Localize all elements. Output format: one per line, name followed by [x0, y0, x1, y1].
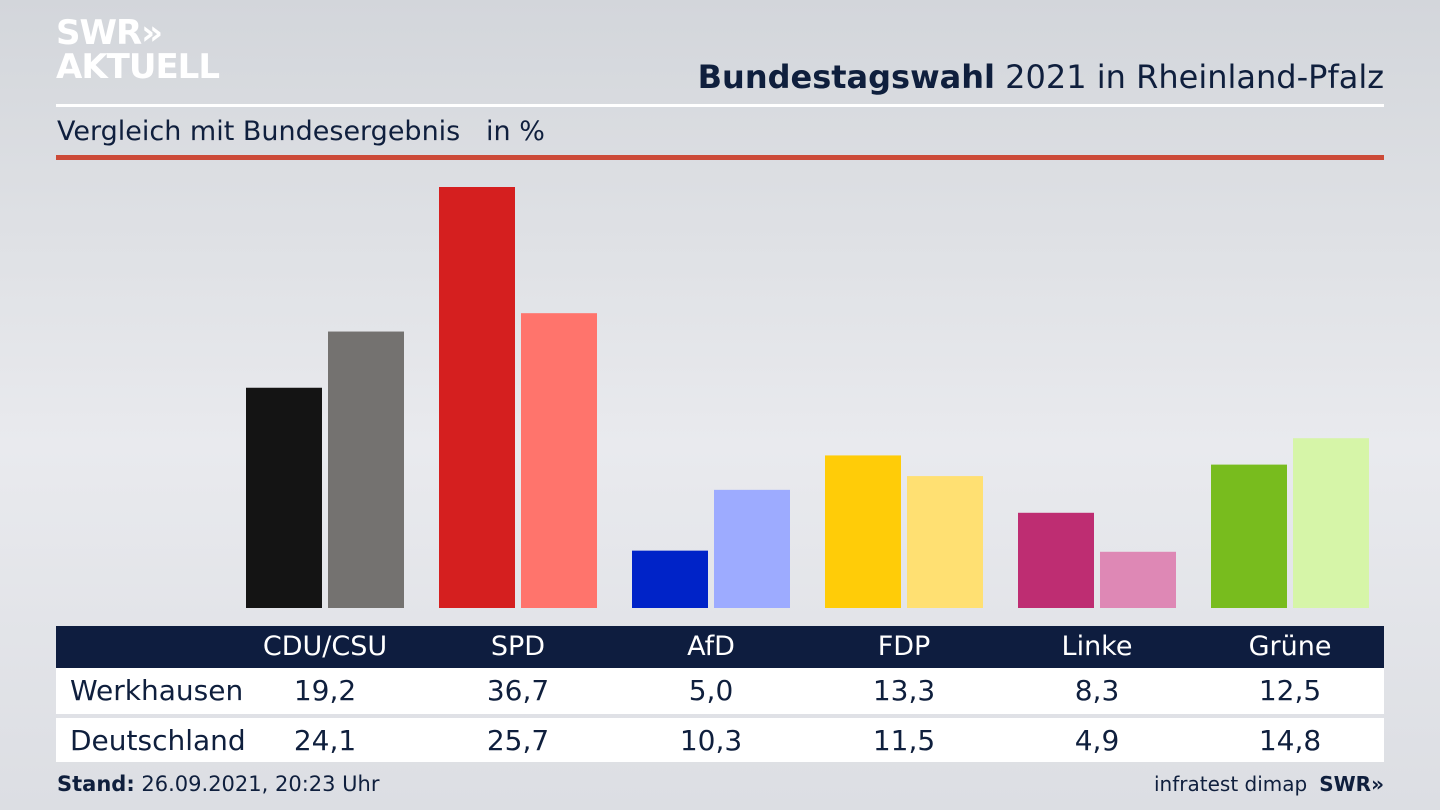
value-cell: 8,3	[1074, 674, 1120, 707]
bar-deutschland-fdp	[907, 476, 983, 608]
row-label: Werkhausen	[70, 674, 244, 707]
value-cell: 13,3	[872, 674, 936, 707]
bar-werkhausen-afd	[632, 550, 708, 608]
source-text: infratest dimap	[1154, 772, 1308, 796]
value-cell: 12,5	[1258, 674, 1322, 707]
column-header: SPD	[490, 631, 546, 662]
value-cell: 25,7	[486, 724, 550, 757]
title-rest: 2021 in Rheinland-Pfalz	[995, 58, 1384, 96]
bar-werkhausen-gr-ne	[1211, 464, 1287, 608]
bar-deutschland-linke	[1100, 551, 1176, 608]
value-cell: 11,5	[872, 724, 936, 757]
source-credit: infratest dimap SWR»	[1154, 772, 1384, 796]
table-header: CDU/CSU SPD AfD FDP Linke Grüne	[56, 626, 1384, 668]
chart-subtitle: Vergleich mit Bundesergebnis in %	[57, 116, 545, 147]
row-label: Deutschland	[70, 724, 246, 757]
bar-werkhausen-cdu-csu	[246, 387, 322, 608]
value-cell: 5,0	[688, 674, 734, 707]
logo-line-2: AKTUELL	[56, 47, 220, 87]
value-cell: 19,2	[293, 674, 357, 707]
accent-divider	[56, 155, 1384, 160]
results-table: CDU/CSU SPD AfD FDP Linke Grüne Werkhausen 19,…	[56, 626, 1384, 762]
value-cell: 10,3	[679, 724, 743, 757]
stand-value: 26.09.2021, 20:23 Uhr	[134, 772, 380, 796]
bar-werkhausen-linke	[1018, 512, 1094, 608]
column-header: Linke	[1061, 631, 1133, 662]
bar-deutschland-spd	[521, 313, 597, 608]
bar-werkhausen-spd	[439, 187, 515, 608]
column-header: AfD	[687, 631, 735, 662]
timestamp: Stand: 26.09.2021, 20:23 Uhr	[57, 772, 380, 796]
column-header: Grüne	[1248, 631, 1332, 662]
bar-deutschland-gr-ne	[1293, 438, 1369, 608]
column-header: FDP	[877, 631, 931, 662]
bar-deutschland-cdu-csu	[328, 331, 404, 608]
swr-aktuell-logo: SWR» AKTUELL	[56, 13, 220, 87]
stand-label: Stand:	[57, 772, 135, 796]
swr-brand-logo: SWR»	[1319, 772, 1384, 796]
value-cell: 24,1	[293, 724, 357, 757]
table-row-deutschland: Deutschland 24,1 25,7 10,3 11,5 4,9 14,8	[56, 718, 1384, 762]
title-bold: Bundestagswahl	[697, 58, 995, 96]
table-row-werkhausen: Werkhausen 19,2 36,7 5,0 13,3 8,3 12,5	[56, 668, 1384, 714]
logo-line-1: SWR»	[56, 13, 163, 53]
column-header: CDU/CSU	[262, 631, 388, 662]
value-cell: 14,8	[1258, 724, 1322, 757]
value-cell: 4,9	[1074, 724, 1120, 757]
title-divider	[56, 104, 1384, 107]
value-cell: 36,7	[486, 674, 550, 707]
page-title: Bundestagswahl 2021 in Rheinland-Pfalz	[698, 58, 1384, 96]
bar-werkhausen-fdp	[825, 455, 901, 608]
bar-deutschland-afd	[714, 489, 790, 608]
